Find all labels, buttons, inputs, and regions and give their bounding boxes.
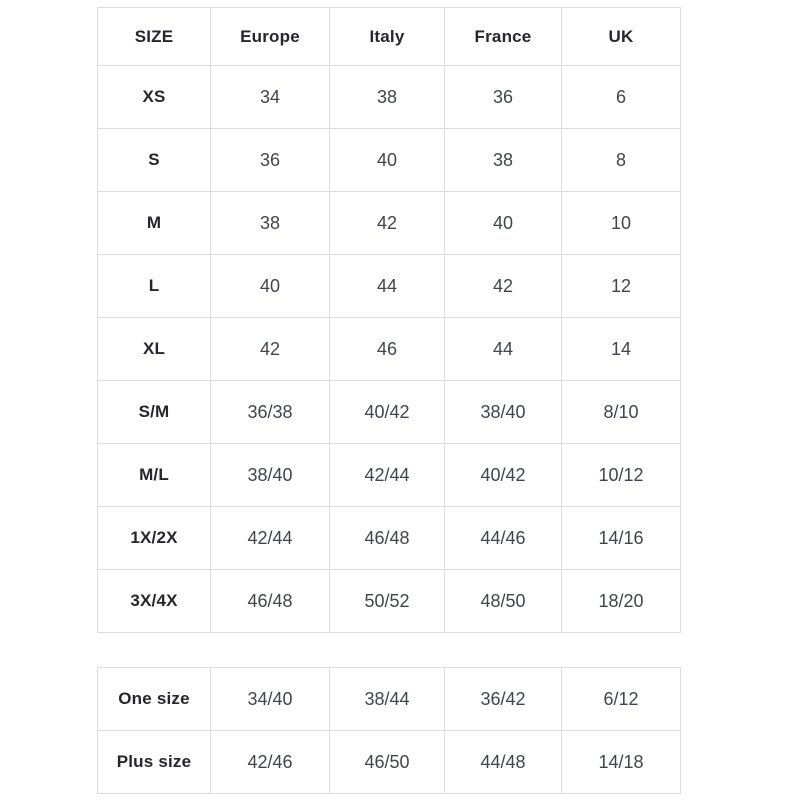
size-label-cell: 3X/4X [97, 569, 211, 633]
size-value-cell: 34 [210, 65, 330, 129]
size-value-cell: 40 [210, 254, 330, 318]
size-value-cell: 44 [444, 317, 562, 381]
size-value-cell: 14/18 [561, 730, 681, 794]
header-europe: Europe [210, 7, 330, 66]
size-value-cell: 38/40 [210, 443, 330, 507]
size-value-cell: 40 [329, 128, 445, 192]
size-value-cell: 12 [561, 254, 681, 318]
size-value-cell: 40/42 [444, 443, 562, 507]
table-row: Plus size 42/46 46/50 44/48 14/18 [97, 730, 681, 794]
size-label-cell: L [97, 254, 211, 318]
size-value-cell: 36 [444, 65, 562, 129]
table-row: XS 34 38 36 6 [97, 65, 681, 129]
size-value-cell: 10 [561, 191, 681, 255]
size-value-cell: 8/10 [561, 380, 681, 444]
size-label-cell: XL [97, 317, 211, 381]
table-row: XL 42 46 44 14 [97, 317, 681, 381]
size-value-cell: 50/52 [329, 569, 445, 633]
size-label-cell: Plus size [97, 730, 211, 794]
size-value-cell: 6 [561, 65, 681, 129]
size-label-cell: XS [97, 65, 211, 129]
size-value-cell: 40 [444, 191, 562, 255]
table-row: M/L 38/40 42/44 40/42 10/12 [97, 443, 681, 507]
size-value-cell: 14 [561, 317, 681, 381]
size-value-cell: 38/40 [444, 380, 562, 444]
table-row: One size 34/40 38/44 36/42 6/12 [97, 667, 681, 731]
size-value-cell: 38 [329, 65, 445, 129]
size-value-cell: 14/16 [561, 506, 681, 570]
size-label-cell: S/M [97, 380, 211, 444]
size-value-cell: 44/46 [444, 506, 562, 570]
header-row: SIZE Europe Italy France UK [97, 7, 681, 66]
size-value-cell: 42/46 [210, 730, 330, 794]
size-value-cell: 46 [329, 317, 445, 381]
size-value-cell: 34/40 [210, 667, 330, 731]
size-value-cell: 42/44 [329, 443, 445, 507]
size-value-cell: 48/50 [444, 569, 562, 633]
size-label-cell: S [97, 128, 211, 192]
header-france: France [444, 7, 562, 66]
size-value-cell: 40/42 [329, 380, 445, 444]
header-size: SIZE [97, 7, 211, 66]
size-label-cell: One size [97, 667, 211, 731]
table-row: M 38 42 40 10 [97, 191, 681, 255]
size-value-cell: 10/12 [561, 443, 681, 507]
size-label-cell: M/L [97, 443, 211, 507]
size-value-cell: 36/42 [444, 667, 562, 731]
table-row: 1X/2X 42/44 46/48 44/46 14/16 [97, 506, 681, 570]
size-value-cell: 18/20 [561, 569, 681, 633]
size-value-cell: 46/48 [210, 569, 330, 633]
size-value-cell: 38/44 [329, 667, 445, 731]
size-value-cell: 42 [444, 254, 562, 318]
size-value-cell: 44/48 [444, 730, 562, 794]
size-conversion-table: SIZE Europe Italy France UK XS 34 38 36 6 S 36… [97, 7, 681, 633]
size-value-cell: 46/50 [329, 730, 445, 794]
special-sizes-table: One size 34/40 38/44 36/42 6/12 Plus size 42/4… [97, 667, 681, 794]
header-uk: UK [561, 7, 681, 66]
size-label-cell: 1X/2X [97, 506, 211, 570]
size-value-cell: 42 [210, 317, 330, 381]
size-value-cell: 36 [210, 128, 330, 192]
table-row: L 40 44 42 12 [97, 254, 681, 318]
size-value-cell: 42 [329, 191, 445, 255]
size-value-cell: 44 [329, 254, 445, 318]
size-value-cell: 36/38 [210, 380, 330, 444]
size-value-cell: 8 [561, 128, 681, 192]
table-row: S 36 40 38 8 [97, 128, 681, 192]
size-value-cell: 6/12 [561, 667, 681, 731]
header-italy: Italy [329, 7, 445, 66]
table-row: S/M 36/38 40/42 38/40 8/10 [97, 380, 681, 444]
size-value-cell: 46/48 [329, 506, 445, 570]
size-value-cell: 38 [444, 128, 562, 192]
size-label-cell: M [97, 191, 211, 255]
table-row: 3X/4X 46/48 50/52 48/50 18/20 [97, 569, 681, 633]
size-value-cell: 38 [210, 191, 330, 255]
size-value-cell: 42/44 [210, 506, 330, 570]
